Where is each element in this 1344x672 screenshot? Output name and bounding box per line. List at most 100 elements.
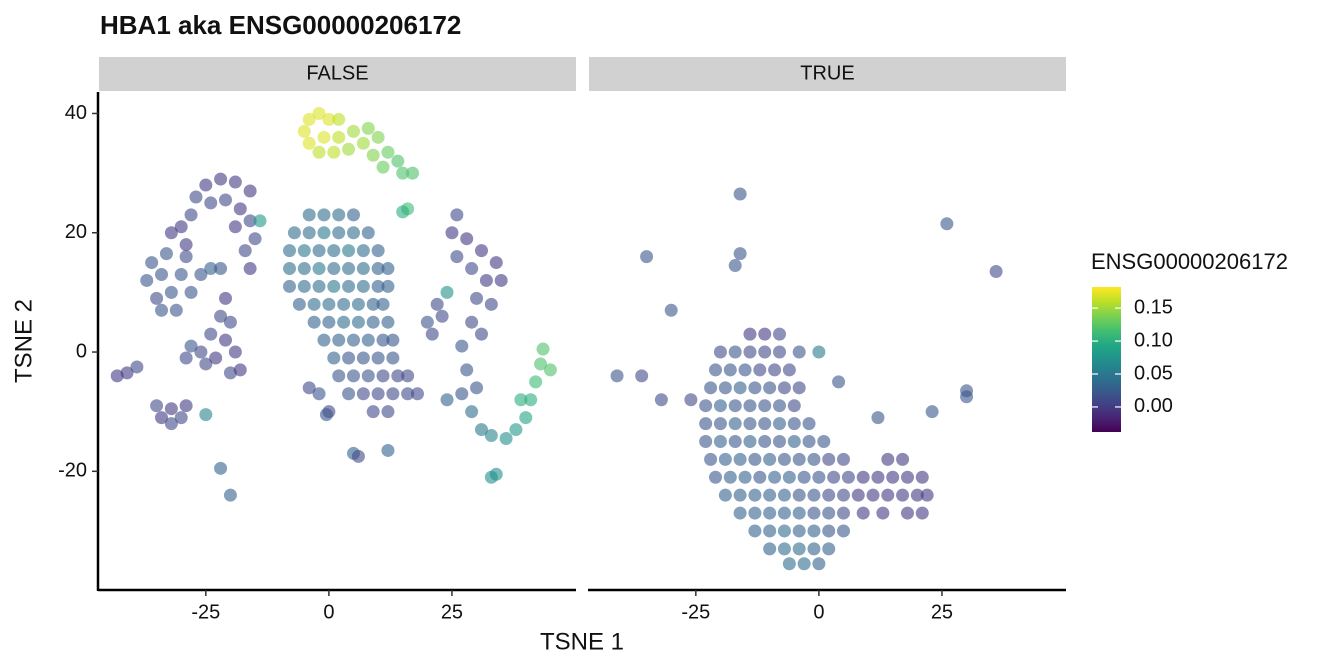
point	[881, 488, 895, 502]
point	[753, 470, 767, 484]
point	[401, 387, 415, 401]
point	[174, 268, 188, 282]
point	[332, 369, 346, 383]
point	[440, 393, 454, 407]
point	[366, 315, 380, 329]
point	[733, 452, 747, 466]
point	[228, 175, 242, 189]
point	[214, 172, 228, 186]
point	[150, 291, 164, 305]
point	[194, 345, 208, 359]
points	[110, 106, 557, 502]
point	[199, 408, 213, 422]
point	[748, 381, 762, 395]
point	[381, 405, 395, 419]
point	[440, 285, 454, 299]
point	[371, 262, 385, 276]
point	[851, 488, 865, 502]
point	[900, 470, 914, 484]
x-tick-label: 25	[931, 601, 953, 623]
point	[733, 187, 747, 201]
point	[499, 432, 513, 446]
point	[610, 369, 624, 383]
point	[450, 250, 464, 264]
point	[822, 452, 836, 466]
point	[371, 279, 385, 293]
point	[787, 434, 801, 448]
point	[768, 363, 782, 377]
point	[743, 417, 757, 431]
point	[312, 279, 326, 293]
point	[302, 136, 316, 150]
point	[302, 226, 316, 240]
point	[871, 470, 885, 484]
point	[536, 342, 550, 356]
point	[455, 339, 469, 353]
point	[342, 142, 356, 156]
point	[164, 285, 178, 299]
point	[356, 387, 370, 401]
point	[738, 363, 752, 377]
point	[782, 470, 796, 484]
point	[346, 226, 360, 240]
point	[654, 393, 668, 407]
point	[792, 381, 806, 395]
point	[371, 244, 385, 258]
point	[179, 238, 193, 252]
point	[223, 366, 237, 380]
point	[807, 452, 821, 466]
point	[337, 297, 351, 311]
point	[356, 262, 370, 276]
point	[763, 452, 777, 466]
point	[184, 339, 198, 353]
point	[664, 303, 678, 317]
point	[841, 470, 855, 484]
point	[723, 470, 737, 484]
point	[376, 333, 390, 347]
x-tick-label: -25	[681, 601, 710, 623]
point	[763, 506, 777, 520]
facet-label: FALSE	[306, 62, 368, 84]
point	[773, 417, 787, 431]
point	[718, 452, 732, 466]
point	[836, 488, 850, 502]
point	[219, 291, 233, 305]
point	[713, 399, 727, 413]
x-tick-label: -25	[191, 601, 220, 623]
point	[283, 244, 297, 258]
point	[733, 506, 747, 520]
point	[155, 411, 169, 425]
point	[376, 297, 390, 311]
point	[704, 452, 718, 466]
point	[807, 524, 821, 538]
point	[763, 524, 777, 538]
x-tick-label: 0	[813, 601, 824, 623]
point	[807, 542, 821, 556]
point	[332, 333, 346, 347]
point	[822, 524, 836, 538]
point	[194, 268, 208, 282]
chart-title: HBA1 aka ENSG00000206172	[100, 10, 461, 40]
point	[238, 244, 252, 258]
point	[406, 166, 420, 180]
point	[346, 333, 360, 347]
point	[474, 244, 488, 258]
points	[610, 187, 1003, 571]
point	[302, 112, 316, 126]
point	[366, 148, 380, 162]
point	[748, 524, 762, 538]
point	[474, 327, 488, 341]
point	[743, 434, 757, 448]
point	[832, 375, 846, 389]
point	[910, 488, 924, 502]
point	[223, 315, 237, 329]
point	[836, 506, 850, 520]
point	[748, 506, 762, 520]
point	[159, 247, 173, 261]
point	[713, 417, 727, 431]
point	[866, 488, 880, 502]
point	[223, 488, 237, 502]
point	[684, 393, 698, 407]
point	[782, 363, 796, 377]
point	[322, 297, 336, 311]
